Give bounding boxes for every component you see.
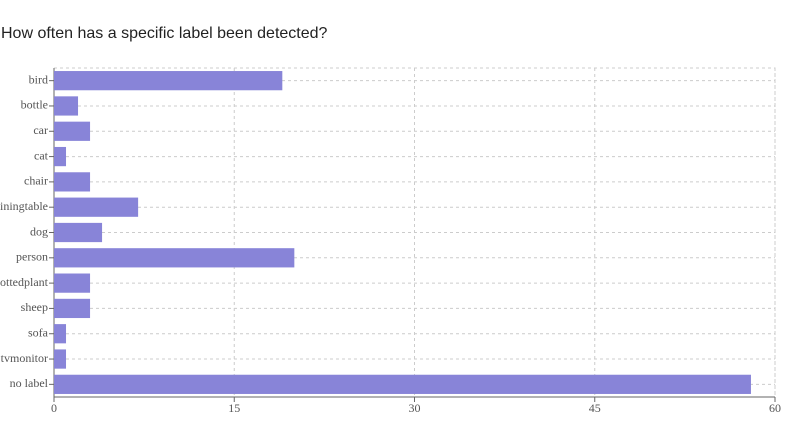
bar [54, 197, 139, 217]
y-tick-label: dog [30, 224, 48, 238]
y-tick-label: cat [34, 148, 49, 162]
y-tick-label: sheep [21, 300, 48, 314]
bar [54, 146, 67, 167]
bar [54, 324, 67, 344]
bar [54, 349, 67, 369]
y-tick-label: pottedplant [0, 275, 49, 289]
x-tick-label: 60 [769, 401, 781, 415]
y-tick-label: tvmonitor [1, 351, 48, 365]
y-tick-label: bottle [21, 98, 48, 112]
bar [54, 298, 91, 319]
x-tick-label: 30 [409, 401, 421, 415]
chart-title: How often has a specific label been dete… [1, 25, 328, 42]
y-tick-label: sofa [28, 325, 49, 339]
bar [54, 374, 751, 394]
y-tick-label: chair [24, 174, 48, 188]
y-tick-label: person [16, 250, 48, 264]
y-tick-label: no label [10, 376, 49, 390]
bar [54, 71, 283, 91]
x-tick-label: 45 [589, 401, 601, 415]
y-tick-label: car [33, 123, 48, 137]
bar [54, 121, 91, 141]
y-tick-label: bird [29, 72, 48, 86]
bar [54, 172, 91, 192]
bar [54, 222, 103, 243]
x-tick-label: 15 [228, 401, 240, 415]
bar [54, 248, 295, 268]
bar [54, 273, 91, 293]
bar [54, 96, 79, 116]
y-tick-label: diningtable [0, 199, 48, 213]
x-tick-label: 0 [51, 401, 57, 415]
